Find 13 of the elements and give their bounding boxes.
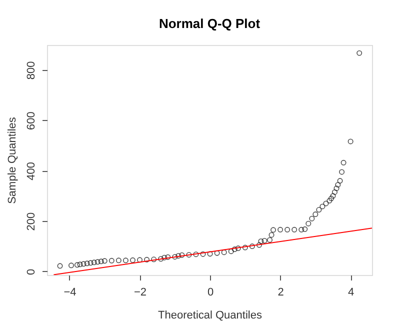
x-tick-label: 2 bbox=[278, 286, 284, 298]
x-tick-label: −2 bbox=[134, 286, 147, 298]
y-tick-label: 200 bbox=[26, 212, 38, 231]
y-tick-label: 400 bbox=[26, 162, 38, 180]
chart-title: Normal Q-Q Plot bbox=[158, 16, 261, 31]
x-tick-label: −4 bbox=[64, 286, 76, 298]
y-axis-title: Sample Quantiles bbox=[6, 116, 18, 204]
x-tick-label: 4 bbox=[348, 286, 354, 298]
x-axis-title: Theoretical Quantiles bbox=[158, 310, 262, 322]
y-tick-label: 800 bbox=[26, 61, 38, 80]
y-tick-label: 600 bbox=[26, 112, 38, 130]
x-tick-label: 0 bbox=[207, 286, 214, 298]
y-tick-label: 0 bbox=[26, 268, 38, 276]
